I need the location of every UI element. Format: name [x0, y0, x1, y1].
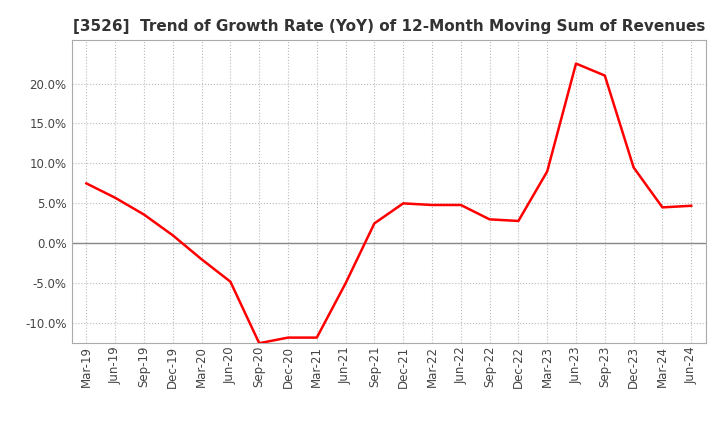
Title: [3526]  Trend of Growth Rate (YoY) of 12-Month Moving Sum of Revenues: [3526] Trend of Growth Rate (YoY) of 12-… [73, 19, 705, 34]
